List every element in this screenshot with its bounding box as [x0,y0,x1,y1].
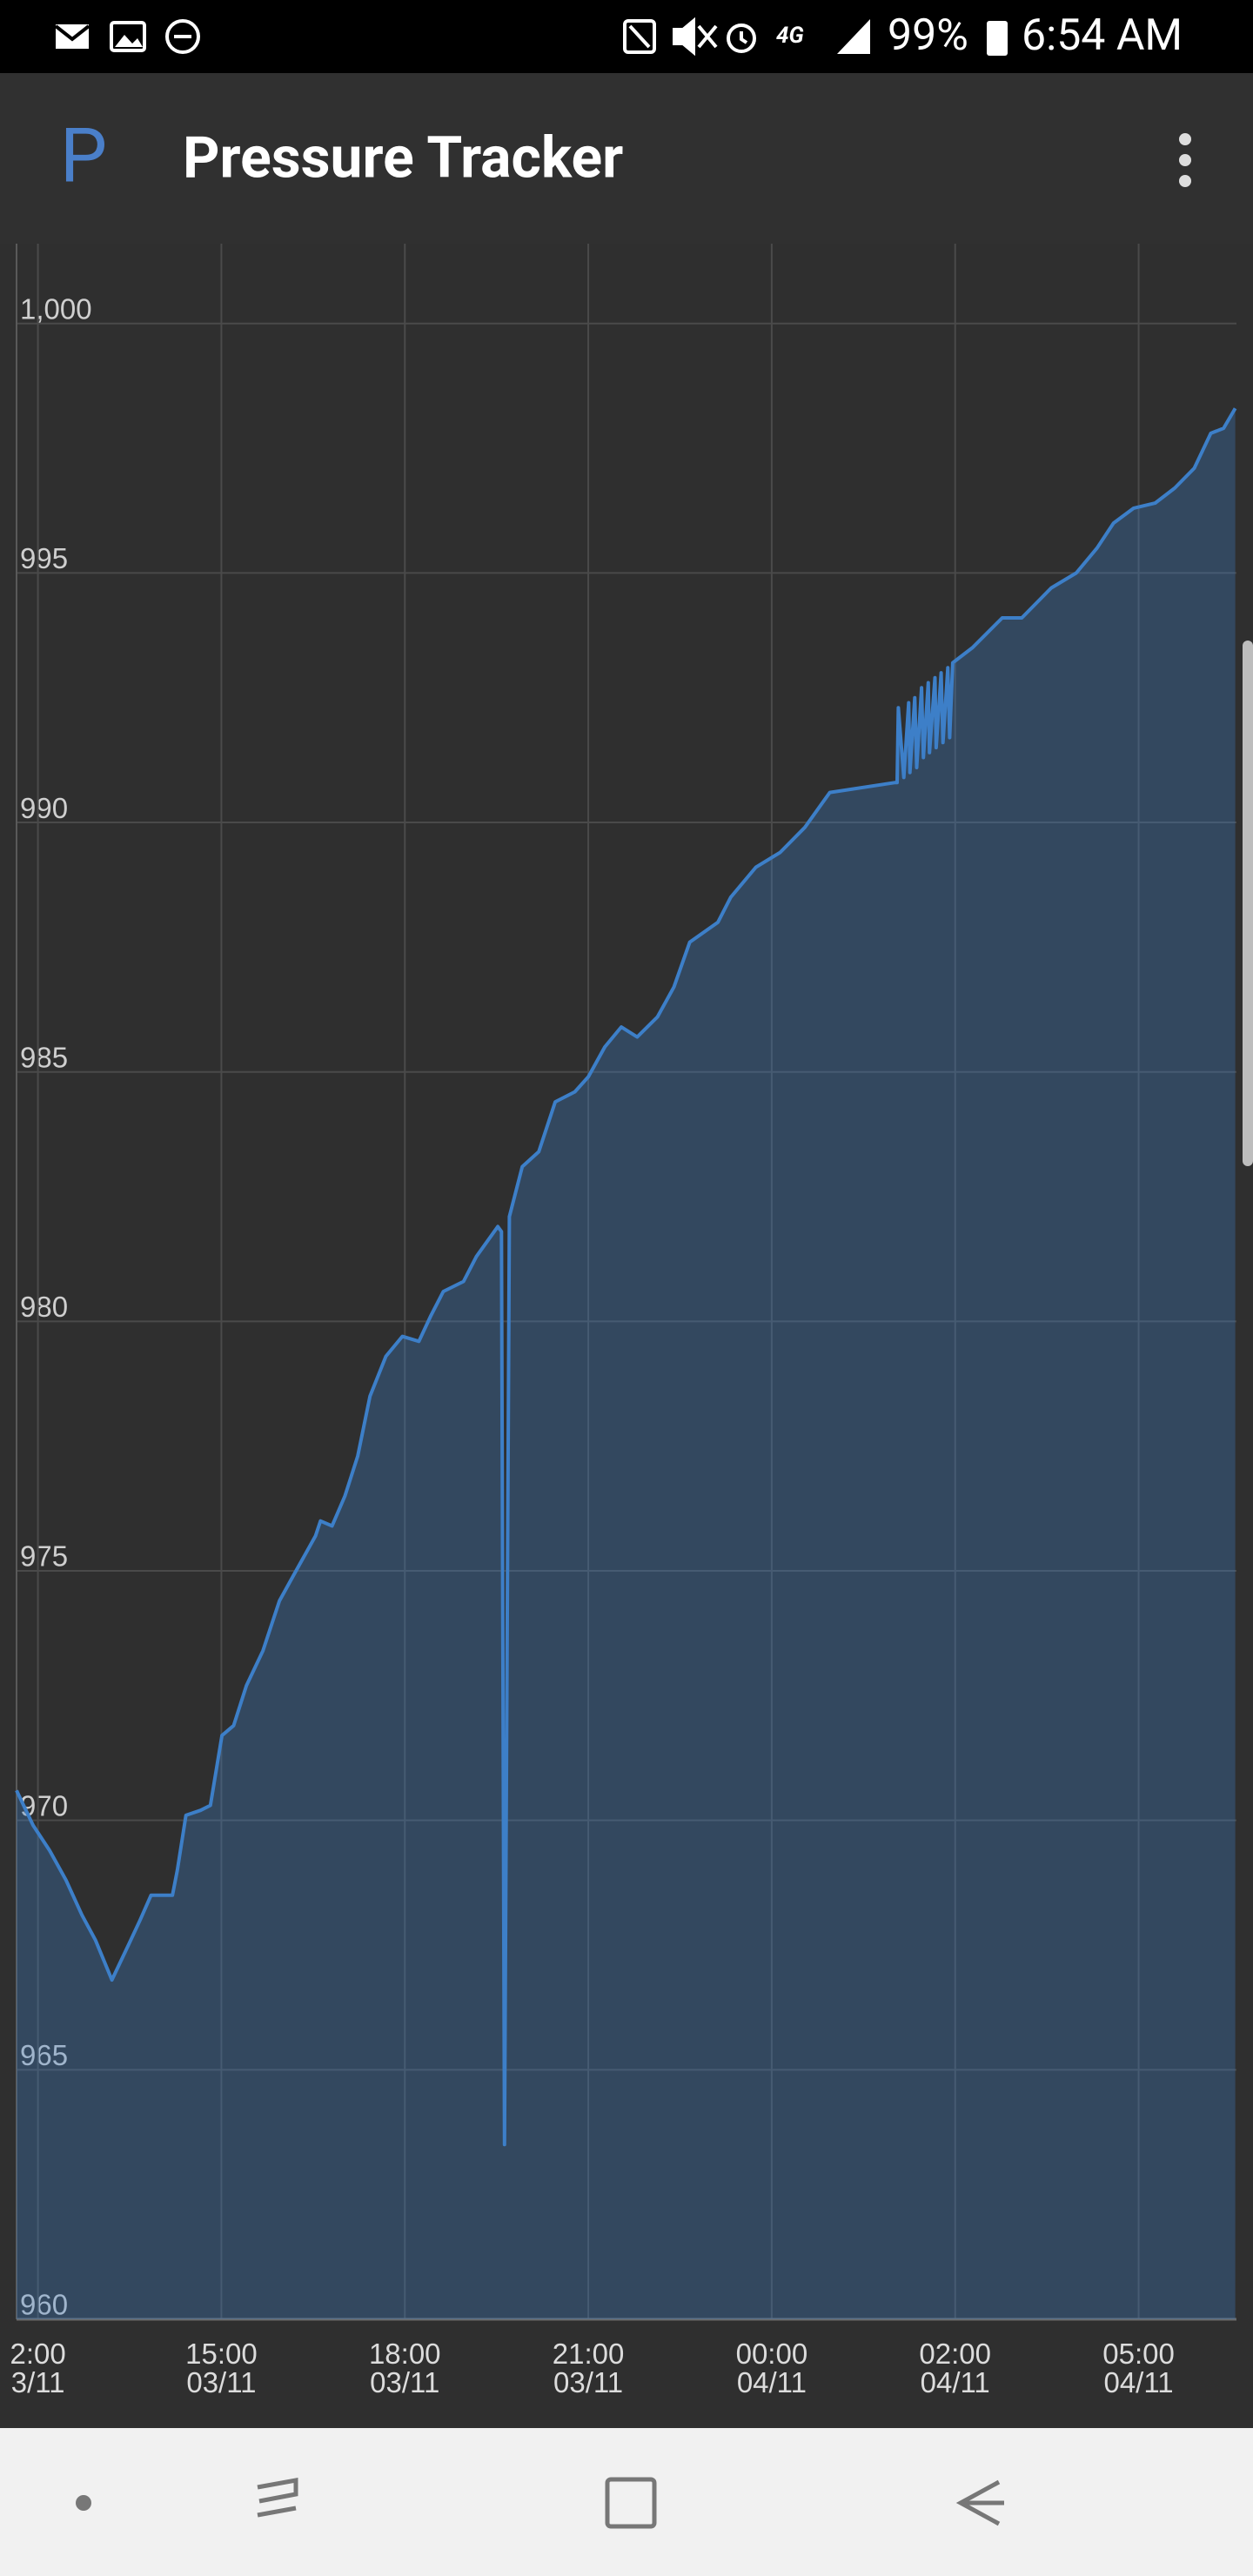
battery-level: 99% [888,10,968,61]
svg-text:4G: 4G [776,23,804,49]
nav-home[interactable] [605,2477,657,2529]
pressure-line [15,407,1237,2147]
y-tick-label: 995 [20,542,68,574]
app-title: Pressure Tracker [183,124,623,191]
overflow-menu[interactable] [1179,133,1191,187]
nav-back[interactable] [955,2479,1004,2526]
y-tick-label: 990 [20,792,68,824]
app-bar [0,73,1253,244]
y-tick-label: 980 [20,1291,68,1323]
area-fill [17,408,1236,2320]
x-tick-label: 21:00 03/11 [552,2338,625,2398]
app-icon: P [60,112,107,200]
status-icons: 4G [54,17,1008,57]
chart-background [0,244,1253,2428]
scrollbar [1243,641,1253,1166]
x-tick-label: 2:00 3/11 [10,2338,66,2398]
y-tick-label: 960 [20,2289,68,2321]
y-tick-label: 985 [20,1041,68,1073]
nav-dot[interactable] [76,2495,91,2511]
y-tick-label: 1,000 [20,292,92,325]
x-tick-label: 15:00 03/11 [185,2338,258,2398]
x-tick-label: 05:00 04/11 [1102,2338,1175,2398]
x-tick-label: 00:00 04/11 [735,2338,808,2398]
x-tick-label: 02:00 04/11 [919,2338,992,2398]
clock: 6:54 AM [1022,10,1183,61]
nav-recents[interactable] [257,2478,298,2518]
nav-bar [0,2428,1253,2576]
x-tick-label: 18:00 03/11 [368,2338,441,2398]
y-tick-label: 975 [20,1540,68,1573]
y-tick-label: 965 [20,2039,68,2071]
